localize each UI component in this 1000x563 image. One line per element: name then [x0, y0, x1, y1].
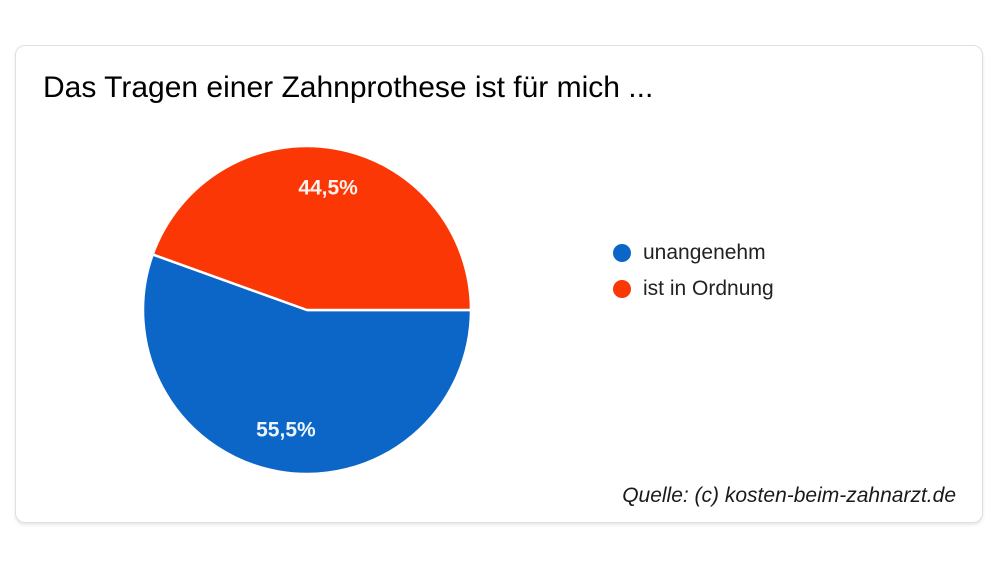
legend-swatch-red-icon	[613, 280, 631, 298]
slice-percentage-label: 55,5%	[256, 419, 316, 442]
legend-label-ist-in-ordnung: ist in Ordnung	[643, 277, 774, 300]
source-credit: Quelle: (c) kosten-beim-zahnarzt.de	[622, 484, 956, 507]
legend-item-ist-in-ordnung: ist in Ordnung	[613, 276, 774, 302]
chart-card: Das Tragen einer Zahnprothese ist für mi…	[15, 45, 983, 523]
pie-chart: 55,5% 44,5%	[141, 144, 473, 476]
legend-swatch-blue-icon	[613, 244, 631, 262]
chart-title: Das Tragen einer Zahnprothese ist für mi…	[43, 71, 654, 104]
legend-label-unangenehm: unangenehm	[643, 241, 766, 264]
legend: unangenehm ist in Ordnung	[613, 240, 774, 312]
legend-item-unangenehm: unangenehm	[613, 240, 774, 266]
slice-percentage-label: 44,5%	[298, 176, 358, 199]
pie-slice-unangenehm[interactable]	[141, 253, 473, 476]
pie-slice-ist-in-ordnung[interactable]	[151, 144, 473, 312]
